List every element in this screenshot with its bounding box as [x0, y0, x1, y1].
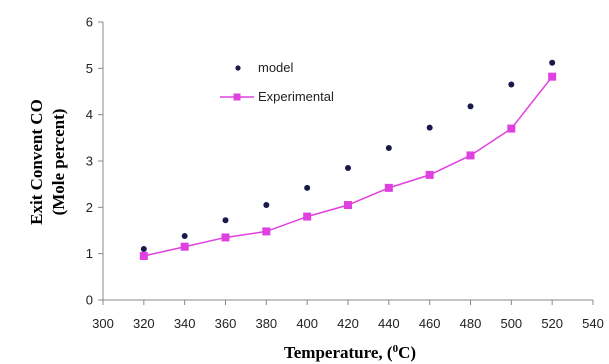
series-experimental-point — [180, 242, 189, 251]
y-tick-label: 3 — [86, 154, 93, 169]
y-tick-label: 6 — [86, 15, 93, 30]
x-tick-label: 340 — [174, 316, 196, 331]
x-axis-title: Temperature, (0C) — [284, 343, 416, 362]
series-model-point — [426, 124, 433, 131]
y-axis-title-line2: (Mole percent) — [49, 109, 68, 216]
y-axis-title: Exit Convent CO (Mole percent) — [27, 99, 68, 225]
x-tick-label: 520 — [541, 316, 563, 331]
series-experimental-point — [466, 151, 475, 160]
x-tick-label: 540 — [582, 316, 604, 331]
y-tick-label: 1 — [86, 246, 93, 261]
legend-model-marker — [235, 65, 241, 71]
series-model-point — [304, 184, 311, 191]
y-tick-label: 5 — [86, 61, 93, 76]
y-ticks: 0 1 2 3 4 5 6 — [86, 15, 103, 308]
y-tick-label: 2 — [86, 200, 93, 215]
x-tick-label: 300 — [92, 316, 114, 331]
x-tick-label: 380 — [255, 316, 277, 331]
y-tick-label: 4 — [86, 107, 93, 122]
x-tick-label: 500 — [500, 316, 522, 331]
legend: model Experimental — [220, 60, 334, 104]
x-tick-label: 320 — [133, 316, 155, 331]
legend-experimental-marker — [233, 93, 241, 101]
series-experimental — [139, 72, 557, 260]
axes — [102, 22, 593, 301]
legend-item-model: model — [235, 60, 294, 75]
series-layer — [139, 59, 557, 260]
x-tick-label: 400 — [296, 316, 318, 331]
series-experimental-point — [139, 251, 148, 260]
series-model-point — [181, 233, 188, 240]
series-model — [140, 59, 556, 253]
series-experimental-point — [384, 183, 393, 192]
series-experimental-point — [425, 170, 434, 179]
y-tick-label: 0 — [86, 293, 93, 308]
legend-item-experimental: Experimental — [220, 89, 334, 104]
series-experimental-point — [303, 212, 312, 221]
x-tick-label: 480 — [460, 316, 482, 331]
series-model-point — [263, 202, 270, 209]
series-model-point — [508, 81, 515, 88]
series-experimental-point — [221, 233, 230, 242]
series-model-point — [467, 103, 474, 110]
series-model-point — [140, 246, 147, 253]
x-tick-label: 460 — [419, 316, 441, 331]
series-model-point — [345, 164, 351, 171]
y-axis-title-line1: Exit Convent CO — [27, 99, 46, 225]
legend-experimental-label: Experimental — [258, 89, 334, 104]
series-experimental-point — [548, 72, 557, 81]
x-tick-label: 420 — [337, 316, 359, 331]
x-tick-label: 360 — [215, 316, 237, 331]
series-model-point — [549, 59, 556, 66]
x-ticks: 300 320 340 360 380 400 420 440 460 480 500 520 540 — [92, 300, 604, 331]
series-experimental-point — [344, 201, 352, 210]
legend-model-label: model — [258, 60, 294, 75]
series-experimental-point — [262, 227, 271, 236]
x-tick-label: 440 — [378, 316, 400, 331]
series-experimental-point — [507, 124, 516, 133]
series-model-point — [222, 217, 229, 224]
series-model-point — [385, 145, 392, 152]
